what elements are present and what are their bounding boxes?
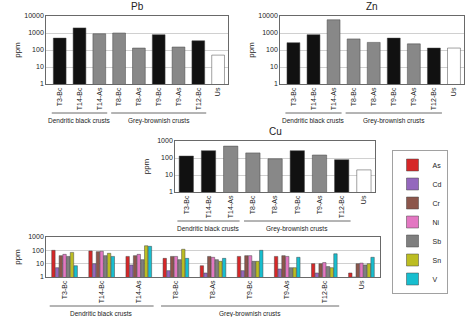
svg-text:100: 100 <box>32 247 44 254</box>
svg-text:Zn: Zn <box>366 1 378 12</box>
svg-text:1000: 1000 <box>157 137 173 144</box>
svg-text:T9-Bc: T9-Bc <box>390 87 397 106</box>
svg-text:Ni: Ni <box>433 219 440 226</box>
svg-text:T9-Bc: T9-Bc <box>155 87 162 106</box>
svg-text:Dendritic black crusts: Dendritic black crusts <box>282 117 345 124</box>
svg-text:T14-As: T14-As <box>330 87 337 110</box>
svg-text:Dendritic black crusts: Dendritic black crusts <box>70 310 133 317</box>
svg-text:T9-As: T9-As <box>283 280 290 299</box>
svg-text:T14-As: T14-As <box>96 87 103 110</box>
svg-text:T9-As: T9-As <box>175 87 182 106</box>
svg-text:T8-As: T8-As <box>271 195 278 214</box>
svg-text:T12-Bc: T12-Bc <box>195 87 202 110</box>
svg-text:T14-As: T14-As <box>135 280 142 303</box>
svg-text:Cr: Cr <box>433 200 441 207</box>
svg-text:ppm: ppm <box>13 249 22 265</box>
svg-text:1: 1 <box>40 273 44 280</box>
svg-text:T8-Bc: T8-Bc <box>172 280 179 299</box>
svg-text:T14-Bc: T14-Bc <box>310 87 317 110</box>
svg-text:T12-Bc: T12-Bc <box>430 87 437 110</box>
svg-text:T9-As: T9-As <box>410 87 417 106</box>
svg-text:T12-Bc: T12-Bc <box>321 280 328 303</box>
svg-text:T8-Bc: T8-Bc <box>249 195 256 214</box>
svg-text:Grey-brownish crusts: Grey-brownish crusts <box>128 117 190 125</box>
svg-text:Pb: Pb <box>131 1 144 12</box>
svg-text:T3-Bc: T3-Bc <box>56 87 63 106</box>
svg-text:T8-As: T8-As <box>209 280 216 299</box>
svg-text:Us: Us <box>450 87 457 96</box>
svg-text:T8-Bc: T8-Bc <box>115 87 122 106</box>
svg-text:100: 100 <box>161 154 173 161</box>
svg-text:T3-Bc: T3-Bc <box>290 87 297 106</box>
svg-text:Dendritic black crusts: Dendritic black crusts <box>177 225 240 232</box>
svg-text:1000: 1000 <box>28 233 44 240</box>
svg-text:T9-Bc: T9-Bc <box>246 280 253 299</box>
svg-text:1: 1 <box>274 80 278 87</box>
svg-text:100: 100 <box>266 46 278 53</box>
svg-text:Us: Us <box>360 195 367 204</box>
svg-text:Cu: Cu <box>269 126 282 137</box>
svg-text:1000: 1000 <box>28 29 44 36</box>
svg-text:ppm: ppm <box>13 42 22 58</box>
svg-text:Us: Us <box>214 87 221 96</box>
svg-text:Sb: Sb <box>433 238 442 245</box>
svg-text:As: As <box>433 162 442 169</box>
svg-text:T9-As: T9-As <box>316 195 323 214</box>
svg-text:T9-Bc: T9-Bc <box>294 195 301 214</box>
svg-text:100: 100 <box>32 46 44 53</box>
svg-text:10: 10 <box>165 171 173 178</box>
svg-text:T14-Bc: T14-Bc <box>98 280 105 303</box>
svg-text:1000: 1000 <box>262 29 278 36</box>
svg-text:Dendritic black crusts: Dendritic black crusts <box>48 117 111 124</box>
svg-text:1: 1 <box>169 188 173 195</box>
svg-text:10000: 10000 <box>258 12 278 19</box>
svg-text:T14-As: T14-As <box>227 195 234 218</box>
svg-text:10: 10 <box>270 63 278 70</box>
svg-text:T12-Bc: T12-Bc <box>338 195 345 218</box>
svg-text:ppm: ppm <box>142 158 151 174</box>
svg-text:ppm: ppm <box>247 42 256 58</box>
svg-text:Grey-brownish crusts: Grey-brownish crusts <box>219 310 281 317</box>
svg-text:Us: Us <box>358 280 365 289</box>
svg-text:10000: 10000 <box>24 12 44 19</box>
svg-text:V: V <box>433 276 438 283</box>
svg-text:T14-Bc: T14-Bc <box>205 195 212 218</box>
svg-text:T3-Bc: T3-Bc <box>183 195 190 214</box>
svg-text:Grey-brownish crusts: Grey-brownish crusts <box>266 225 328 233</box>
svg-text:T8-As: T8-As <box>135 87 142 106</box>
svg-text:Grey-brownish crusts: Grey-brownish crusts <box>363 117 425 125</box>
svg-text:Cd: Cd <box>433 181 442 188</box>
svg-text:T3-Bc: T3-Bc <box>61 280 68 299</box>
svg-text:T8-As: T8-As <box>370 87 377 106</box>
svg-text:T14-Bc: T14-Bc <box>76 87 83 110</box>
svg-text:Sn: Sn <box>433 257 442 264</box>
svg-text:10: 10 <box>36 260 44 267</box>
svg-text:T8-Bc: T8-Bc <box>350 87 357 106</box>
svg-text:1: 1 <box>40 80 44 87</box>
svg-text:10: 10 <box>36 63 44 70</box>
